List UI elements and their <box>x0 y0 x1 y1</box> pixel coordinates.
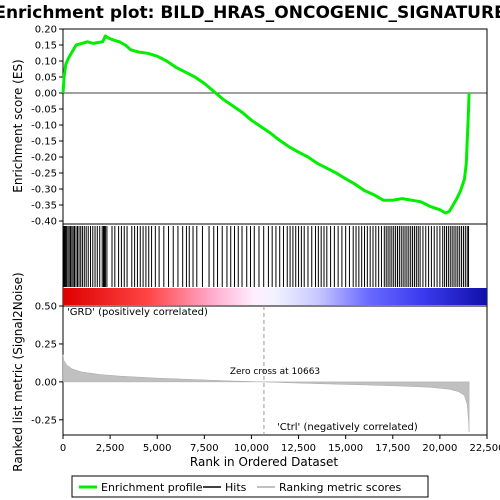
rank-color-bar <box>63 288 487 305</box>
ranked-y-tick-label: 0.50 <box>35 302 57 313</box>
chart-title: Enrichment plot: BILD_HRAS_ONCOGENIC_SIG… <box>0 3 500 23</box>
positive-label: 'GRD' (positively correlated) <box>67 307 208 318</box>
es-y-tick-label: -0.05 <box>31 105 57 116</box>
es-y-tick-label: -0.40 <box>31 217 57 228</box>
ranked-y-tick-label: 0.25 <box>35 339 57 350</box>
ranked-panel-frame <box>62 305 488 436</box>
es-y-ticks: 0.20 0.15 0.10 0.05 0.00 -0.05 -0.10 -0.15 -0.20… <box>31 25 63 228</box>
zero-cross-label: Zero cross at 10663 <box>230 367 320 377</box>
ranked-y-tick-label: 0.00 <box>35 377 57 388</box>
es-y-label: Enrichment score (ES) <box>11 59 25 192</box>
x-tick-label: 7,500 <box>190 443 219 454</box>
es-y-tick-label: 0.20 <box>35 25 57 36</box>
legend: Enrichment profile Hits Ranking metric s… <box>71 475 429 498</box>
es-y-tick-label: 0.10 <box>35 57 57 68</box>
es-y-tick-label: 0.15 <box>35 41 57 52</box>
ranked-y-label: Ranked list metric (Signal2Noise) <box>11 272 25 471</box>
es-panel-frame <box>62 28 488 225</box>
x-tick-label: 0 <box>60 443 66 454</box>
x-tick-label: 20,000 <box>422 443 457 454</box>
ranked-metric-area <box>62 354 470 433</box>
es-y-tick-label: 0.05 <box>35 73 57 84</box>
es-y-tick-label: -0.20 <box>31 153 57 164</box>
x-axis-label: Rank in Ordered Dataset <box>190 455 338 469</box>
x-axis-ticks: 0 2,500 5,000 7,500 10,000 12,500 15,000 17,500… <box>60 435 500 454</box>
es-y-tick-label: -0.35 <box>31 201 57 212</box>
x-tick-label: 22,500 <box>470 443 500 454</box>
es-y-tick-label: -0.25 <box>31 169 57 180</box>
x-tick-label: 2,500 <box>96 443 125 454</box>
x-tick-label: 5,000 <box>143 443 172 454</box>
ranked-y-tick-label: -0.25 <box>31 415 57 426</box>
legend-es-label: Enrichment profile <box>101 481 203 494</box>
es-y-tick-label: 0.00 <box>35 89 57 100</box>
es-y-tick-label: -0.15 <box>31 137 57 148</box>
legend-box <box>71 475 429 498</box>
legend-hits-label: Hits <box>225 481 247 494</box>
negative-label: 'Ctrl' (negatively correlated) <box>277 422 418 433</box>
es-y-tick-label: -0.30 <box>31 185 57 196</box>
x-tick-label: 17,500 <box>375 443 410 454</box>
x-tick-label: 15,000 <box>328 443 363 454</box>
x-tick-label: 12,500 <box>281 443 316 454</box>
x-tick-label: 10,000 <box>234 443 269 454</box>
ranked-y-ticks: 0.50 0.25 0.00 -0.25 <box>31 302 63 426</box>
es-y-tick-label: -0.10 <box>31 121 57 132</box>
es-profile-line <box>61 34 471 215</box>
legend-rank-label: Ranking metric scores <box>279 481 401 494</box>
hit-marks <box>63 226 470 287</box>
